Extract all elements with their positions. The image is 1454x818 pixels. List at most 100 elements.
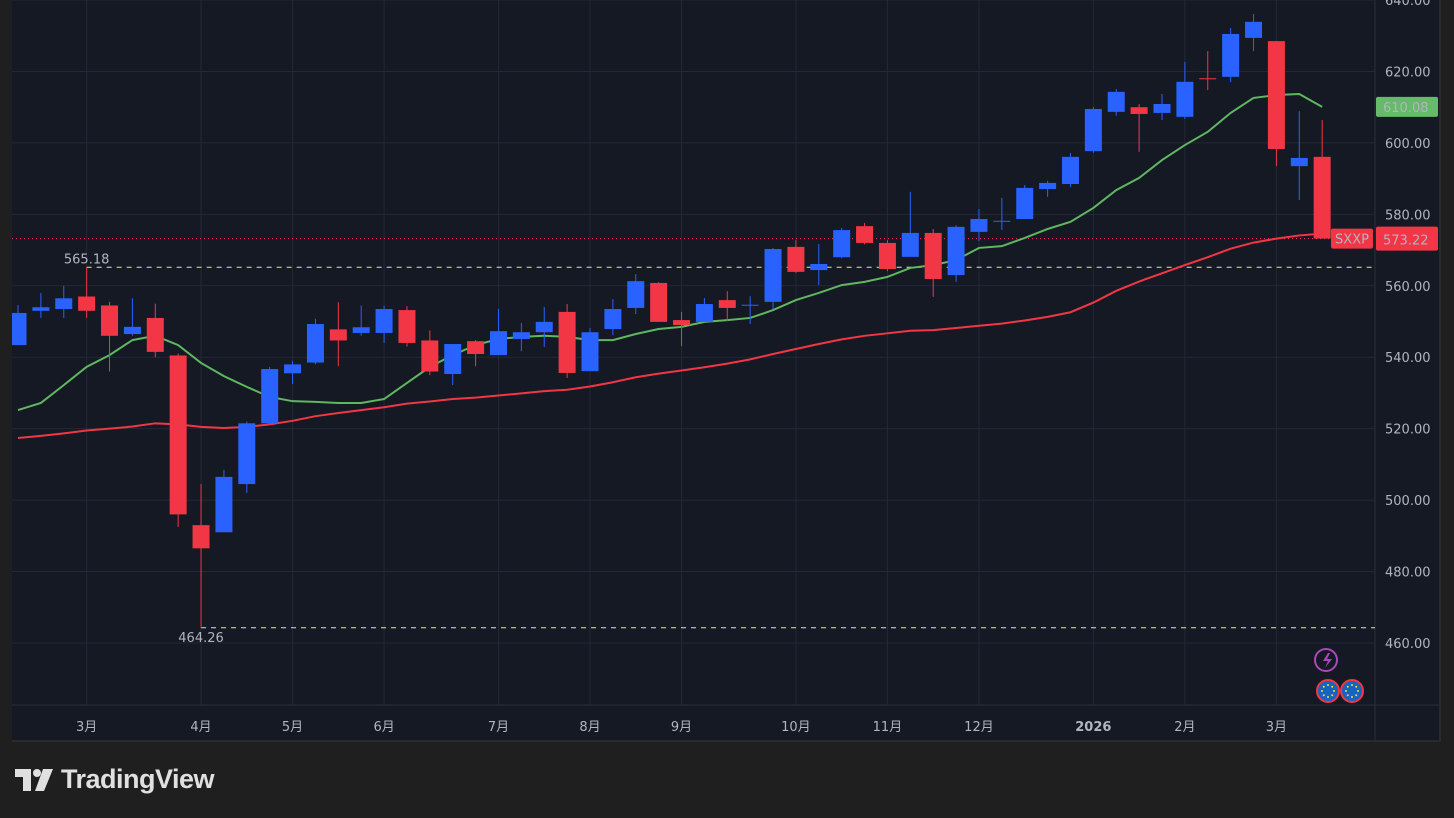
candle-body bbox=[558, 311, 576, 373]
candle-up[interactable] bbox=[1061, 152, 1079, 188]
candle-down[interactable] bbox=[78, 267, 96, 318]
price-tick-label: 520.00 bbox=[1385, 423, 1431, 438]
candle-up[interactable] bbox=[535, 306, 553, 347]
candle-down[interactable] bbox=[467, 340, 485, 367]
candle-up[interactable] bbox=[627, 274, 645, 315]
candle-up[interactable] bbox=[581, 327, 599, 372]
candle-body bbox=[810, 264, 828, 271]
time-tick-label: 2026 bbox=[1075, 720, 1111, 735]
candle-up[interactable] bbox=[947, 225, 965, 282]
candle-up[interactable] bbox=[238, 421, 256, 493]
candle-up[interactable] bbox=[261, 366, 279, 426]
candle-up[interactable] bbox=[352, 305, 370, 336]
eu-flag-star bbox=[1321, 690, 1323, 692]
candle-up[interactable] bbox=[810, 244, 828, 286]
candle-up[interactable] bbox=[993, 197, 1011, 231]
eu-flag-star bbox=[1346, 694, 1349, 697]
candle-down[interactable] bbox=[1130, 103, 1148, 152]
candle-up[interactable] bbox=[1222, 27, 1240, 83]
moving-average-short-line bbox=[17, 92, 1323, 412]
candle-body bbox=[306, 324, 324, 363]
candle-body bbox=[627, 281, 645, 308]
candle-up[interactable] bbox=[695, 297, 713, 322]
eu-flag-icon bbox=[1316, 679, 1340, 703]
candle-up[interactable] bbox=[1290, 111, 1308, 201]
candle-body bbox=[238, 423, 256, 485]
time-tick-label: 6月 bbox=[373, 720, 394, 735]
candle-up[interactable] bbox=[1039, 180, 1057, 197]
time-tick-label: 3月 bbox=[1266, 720, 1287, 735]
low-price-label: 464.26 bbox=[178, 631, 224, 646]
candle-down[interactable] bbox=[650, 282, 668, 322]
tradingview-logo[interactable]: TradingView bbox=[15, 764, 215, 795]
candlestick-chart[interactable]: 460.00 480.00 500.00 520.00 540.00 560.00 580.… bbox=[12, 0, 1441, 742]
candle-down[interactable] bbox=[1267, 41, 1285, 167]
candle-down[interactable] bbox=[192, 484, 210, 628]
candle-up[interactable] bbox=[489, 309, 507, 356]
candle-up[interactable] bbox=[970, 209, 988, 242]
chart-panel[interactable]: 460.00 480.00 500.00 520.00 540.00 560.00 580.… bbox=[12, 0, 1441, 742]
candle-down[interactable] bbox=[329, 302, 347, 367]
eu-flag-star bbox=[1345, 690, 1347, 692]
candle-body bbox=[1222, 33, 1240, 77]
candle-up[interactable] bbox=[512, 322, 530, 352]
candle-down[interactable] bbox=[878, 240, 896, 272]
candle-body bbox=[78, 296, 96, 311]
candle-up[interactable] bbox=[1084, 106, 1102, 153]
symbol-label: SXXP bbox=[1335, 233, 1369, 248]
candle-body bbox=[604, 309, 622, 330]
candle-up[interactable] bbox=[123, 298, 141, 336]
candle-body bbox=[741, 304, 759, 306]
candle-up[interactable] bbox=[215, 469, 233, 533]
candle-body bbox=[444, 344, 462, 375]
candle-up[interactable] bbox=[284, 360, 302, 385]
candle-up[interactable] bbox=[306, 318, 324, 365]
price-tick-label: 460.00 bbox=[1385, 637, 1431, 652]
candle-up[interactable] bbox=[12, 305, 27, 346]
candle-up[interactable] bbox=[444, 344, 462, 386]
candle-up[interactable] bbox=[375, 305, 393, 343]
candle-up[interactable] bbox=[833, 227, 851, 259]
time-tick-label: 3月 bbox=[76, 720, 97, 735]
price-tick-label: 500.00 bbox=[1385, 494, 1431, 509]
candle-body bbox=[993, 220, 1011, 222]
candle-down[interactable] bbox=[718, 291, 736, 322]
candle-up[interactable] bbox=[764, 247, 782, 310]
candle-up[interactable] bbox=[32, 292, 50, 318]
candle-up[interactable] bbox=[55, 285, 73, 318]
candle-up[interactable] bbox=[1176, 61, 1194, 119]
candle-body bbox=[1084, 108, 1102, 152]
candle-body bbox=[169, 355, 187, 515]
candle-up[interactable] bbox=[741, 296, 759, 325]
candle-body bbox=[1267, 41, 1285, 149]
candle-body bbox=[329, 329, 347, 341]
candle-down[interactable] bbox=[146, 303, 164, 358]
candle-down[interactable] bbox=[787, 240, 805, 274]
candle-up[interactable] bbox=[1016, 185, 1034, 220]
candle-up[interactable] bbox=[1153, 93, 1171, 121]
candle-down[interactable] bbox=[101, 301, 119, 372]
candle-down[interactable] bbox=[398, 306, 416, 347]
candle-up[interactable] bbox=[1245, 13, 1263, 52]
candle-down[interactable] bbox=[421, 330, 439, 376]
candle-down[interactable] bbox=[1199, 51, 1217, 91]
candle-body bbox=[878, 242, 896, 270]
candle-down[interactable] bbox=[856, 222, 874, 245]
time-tick-label: 8月 bbox=[579, 720, 600, 735]
candle-up[interactable] bbox=[901, 191, 919, 257]
candle-body bbox=[146, 317, 164, 352]
candle-body bbox=[695, 304, 713, 322]
candle-up[interactable] bbox=[604, 299, 622, 336]
candle-down[interactable] bbox=[169, 353, 187, 527]
candle-down[interactable] bbox=[558, 304, 576, 378]
candle-body bbox=[1313, 156, 1331, 239]
candle-down[interactable] bbox=[924, 229, 942, 297]
candle-down[interactable] bbox=[1313, 120, 1331, 239]
eu-flag-star bbox=[1333, 690, 1335, 692]
candle-body bbox=[215, 476, 233, 533]
candle-down[interactable] bbox=[673, 311, 691, 347]
candle-body bbox=[421, 340, 439, 372]
candle-body bbox=[192, 525, 210, 549]
candle-up[interactable] bbox=[1107, 88, 1125, 116]
eu-flag-star bbox=[1322, 685, 1325, 688]
